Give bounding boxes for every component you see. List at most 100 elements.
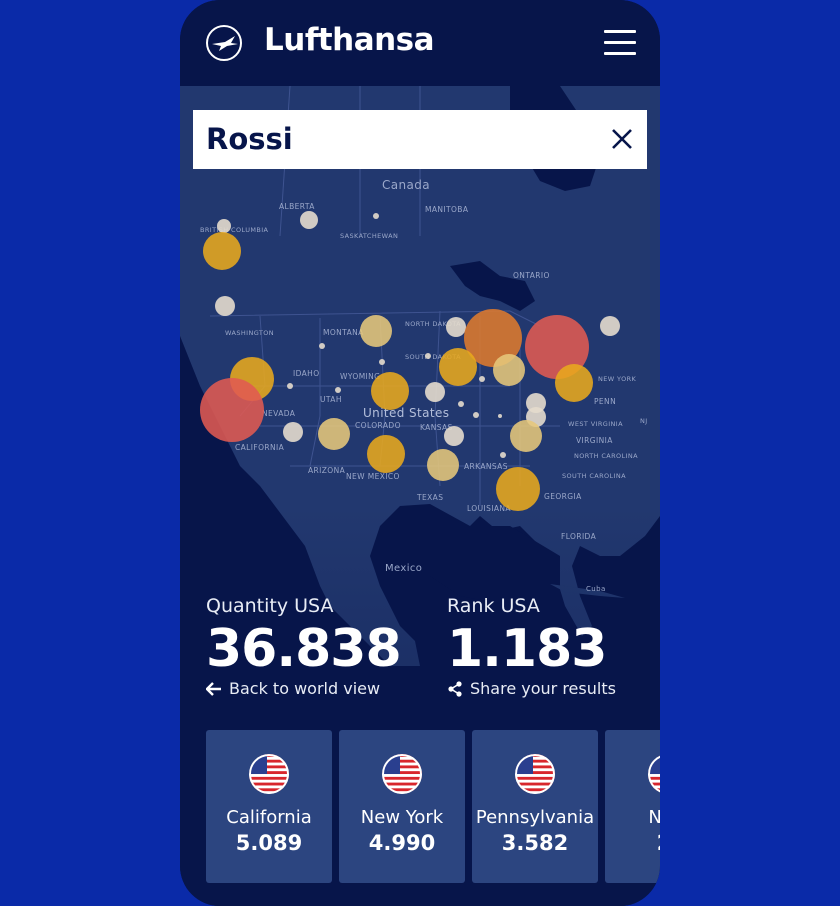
label-california: CALIFORNIA [235, 443, 285, 452]
state-bubble[interactable] [371, 372, 409, 410]
label-cuba: Cuba [586, 585, 606, 593]
label-manitoba: MANITOBA [425, 205, 469, 214]
state-bubble[interactable] [367, 435, 405, 473]
state-name: Pennsylvania [475, 807, 595, 828]
share-results-link[interactable]: Share your results [447, 679, 616, 698]
state-bubble[interactable] [287, 383, 293, 389]
state-bubble[interactable] [446, 317, 466, 337]
state-bubble[interactable] [300, 211, 318, 229]
state-bubble[interactable] [425, 353, 431, 359]
state-bubble[interactable] [318, 418, 350, 450]
label-florida: FLORIDA [561, 532, 597, 541]
label-penn: PENN [594, 397, 616, 406]
state-bubble[interactable] [283, 422, 303, 442]
state-bubble[interactable] [473, 412, 479, 418]
state-bubble[interactable] [498, 414, 502, 418]
app-header: Lufthansa [180, 0, 660, 86]
state-bubble[interactable] [215, 296, 235, 316]
state-name: New [648, 807, 660, 828]
state-bubble[interactable] [200, 378, 264, 442]
label-canada: Canada [382, 178, 430, 192]
label-united-states: United States [363, 406, 449, 420]
label-mexico: Mexico [385, 563, 422, 574]
search-value: Rossi [206, 122, 293, 156]
label-south-dakota: SOUTH DAKOTA [405, 353, 461, 361]
state-bubble[interactable] [379, 359, 385, 365]
state-bubble[interactable] [493, 354, 525, 386]
label-british-columbia: BRITISH COLUMBIA [200, 226, 269, 234]
state-bubble[interactable] [496, 467, 540, 511]
state-name: New York [360, 807, 444, 828]
label-idaho: IDAHO [293, 369, 320, 378]
label-west-virginia: WEST VIRGINIA [568, 420, 623, 428]
state-bubble[interactable] [555, 364, 593, 402]
state-bubble[interactable] [444, 426, 464, 446]
label-colorado: COLORADO [355, 421, 401, 430]
brand-name[interactable]: Lufthansa [264, 22, 435, 58]
label-south-carolina: SOUTH CAROLINA [562, 472, 626, 480]
label-ontario: ONTARIO [513, 271, 550, 280]
us-flag-icon [515, 754, 555, 794]
state-bubble[interactable] [427, 449, 459, 481]
close-icon[interactable] [607, 124, 637, 154]
label-saskatchewan: SASKATCHEWAN [340, 232, 398, 240]
state-bubble[interactable] [525, 315, 589, 379]
back-link-label: Back to world view [229, 679, 381, 698]
hamburger-menu-icon[interactable] [604, 30, 636, 56]
state-bubble[interactable] [319, 343, 325, 349]
state-bubble[interactable] [425, 382, 445, 402]
label-new-york: NEW YORK [598, 375, 637, 383]
us-flag-icon [648, 754, 660, 794]
rank-value: 1.183 [447, 619, 607, 679]
label-north-carolina: NORTH CAROLINA [574, 452, 638, 460]
label-arizona: ARIZONA [308, 466, 346, 475]
state-bubble[interactable] [203, 232, 241, 270]
state-bubble[interactable] [500, 452, 506, 458]
state-bubble[interactable] [479, 376, 485, 382]
state-bubble[interactable] [458, 401, 464, 407]
label-nj: NJ [640, 417, 648, 425]
state-bubble[interactable] [510, 420, 542, 452]
lufthansa-crane-logo-icon[interactable] [205, 24, 243, 62]
state-bubble[interactable] [464, 309, 522, 367]
state-bubble[interactable] [439, 348, 477, 386]
label-new-mexico: NEW MEXICO [346, 472, 400, 481]
label-utah: UTAH [320, 395, 342, 404]
state-card-pennsylvania[interactable]: Pennsylvania 3.582 [472, 730, 598, 883]
label-georgia: GEORGIA [544, 492, 582, 501]
state-bubble[interactable] [360, 315, 392, 347]
state-bubble[interactable] [526, 393, 546, 413]
state-bubble[interactable] [600, 316, 620, 336]
state-card-new-york[interactable]: New York 4.990 [339, 730, 465, 883]
label-louisiana: LOUISIANA [467, 504, 511, 513]
surname-search-field[interactable]: Rossi [193, 110, 647, 169]
state-count: 5.089 [235, 831, 303, 855]
rank-label: Rank USA [447, 595, 540, 617]
quantity-stat: Quantity USA 36.838 Back to world view [206, 595, 402, 698]
state-count: 4.990 [368, 831, 436, 855]
us-flag-icon [249, 754, 289, 794]
distribution-bubbles[interactable] [200, 211, 620, 511]
state-bubble[interactable] [373, 213, 379, 219]
label-arkansas: ARKANSAS [464, 462, 508, 471]
state-card-new-jersey[interactable]: New 2. [605, 730, 660, 883]
back-to-world-link[interactable]: Back to world view [206, 679, 401, 698]
share-icon [448, 680, 462, 697]
label-washington: WASHINGTON [225, 329, 274, 337]
label-nevada: NEVADA [262, 409, 296, 418]
state-count: 2. [605, 831, 660, 855]
label-alberta: ALBERTA [279, 202, 315, 211]
phone-frame: Lufthansa [180, 0, 660, 906]
state-name: California [226, 807, 312, 828]
state-card-california[interactable]: California 5.089 [206, 730, 332, 883]
great-lakes [450, 261, 535, 311]
label-north-dakota: NORTH DAKOTA [405, 320, 461, 328]
state-bubble[interactable] [217, 219, 231, 233]
quantity-value: 36.838 [206, 619, 402, 679]
share-link-label: Share your results [470, 679, 616, 698]
arrow-left-icon [206, 681, 221, 696]
quantity-label: Quantity USA [206, 595, 334, 617]
label-kansas: KANSAS [420, 423, 453, 432]
state-bubble[interactable] [335, 387, 341, 393]
us-flag-icon [382, 754, 422, 794]
